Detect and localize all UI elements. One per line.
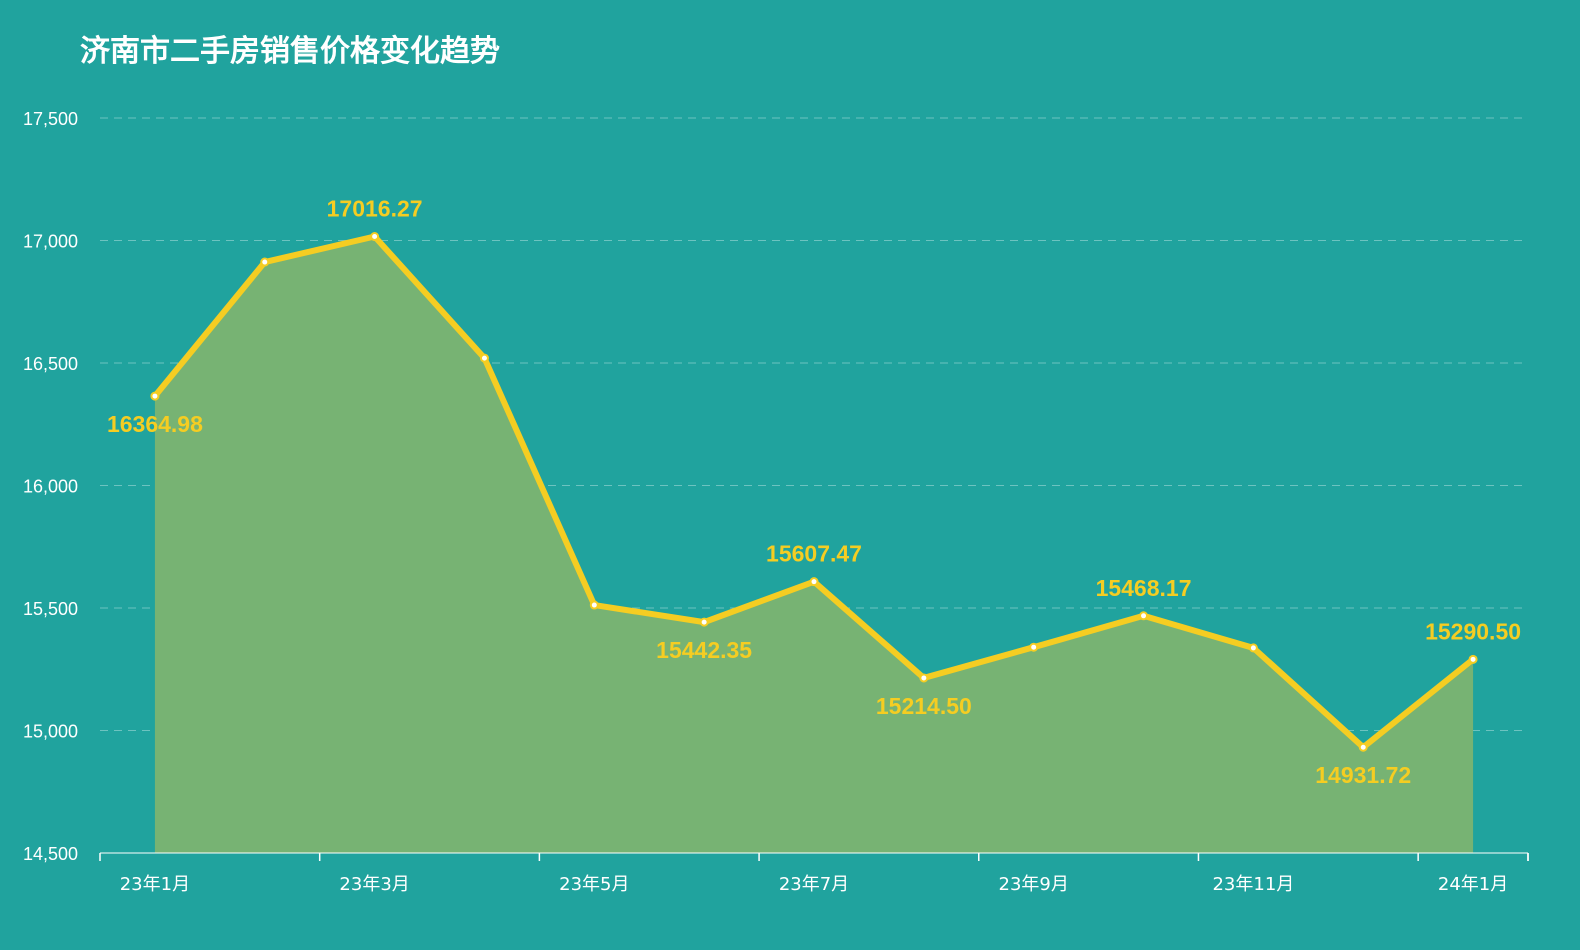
x-tick-label: 23年5月 <box>559 874 629 895</box>
data-point <box>479 353 489 363</box>
data-point <box>699 617 709 627</box>
data-point <box>260 257 270 267</box>
area-fill <box>154 236 1474 853</box>
y-tick-label: 17,500 <box>23 109 78 129</box>
data-label: 14931.72 <box>1315 762 1411 788</box>
y-tick-label: 15,000 <box>23 722 78 742</box>
x-tick-label: 23年1月 <box>120 874 190 895</box>
data-point <box>1468 654 1478 664</box>
data-point <box>150 391 160 401</box>
data-label: 15290.50 <box>1425 618 1521 644</box>
data-point <box>589 600 599 610</box>
x-tick-label: 24年1月 <box>1438 874 1508 895</box>
data-label: 15607.47 <box>766 541 862 567</box>
data-label: 15214.50 <box>876 693 972 719</box>
x-tick-label: 23年3月 <box>339 874 409 895</box>
data-point <box>1029 642 1039 652</box>
data-point <box>1139 611 1149 621</box>
data-label: 16364.98 <box>107 411 203 437</box>
x-tick-label: 23年9月 <box>999 874 1069 895</box>
data-point <box>919 673 929 683</box>
x-tick-label: 23年11月 <box>1212 874 1294 895</box>
data-point <box>1248 643 1258 653</box>
data-label: 17016.27 <box>327 196 423 222</box>
y-tick-label: 15,500 <box>23 599 78 619</box>
data-label: 15442.35 <box>656 637 752 663</box>
chart-title: 济南市二手房销售价格变化趋势 <box>80 34 500 69</box>
y-tick-label: 14,500 <box>23 844 78 864</box>
data-label: 15468.17 <box>1096 575 1192 601</box>
y-tick-label: 17,000 <box>23 232 78 252</box>
data-point <box>370 232 380 242</box>
y-tick-label: 16,500 <box>23 354 78 374</box>
data-point <box>1358 742 1368 752</box>
data-point <box>809 577 819 587</box>
y-tick-label: 16,000 <box>23 477 78 497</box>
x-tick-label: 23年7月 <box>779 874 849 895</box>
